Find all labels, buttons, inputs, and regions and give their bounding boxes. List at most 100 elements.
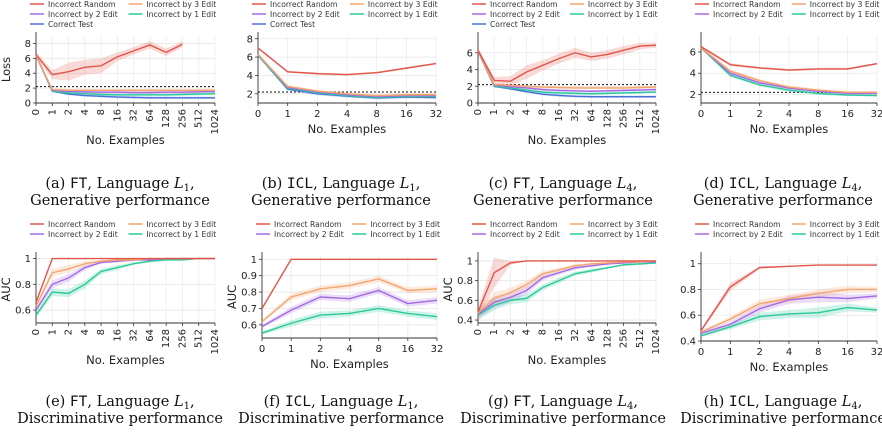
caption-line-2: Discriminative performance [17, 411, 223, 427]
series-line-incorrect-by-2-edit [257, 53, 436, 98]
x-tick-label: 0 [31, 329, 42, 335]
x-tick-label: 16 [401, 344, 414, 355]
legend-label: Incorrect by 3 Edit [368, 0, 438, 9]
panel-b: 2 4 6 8 0 1 2 4 8 16 32 No. Examples Incorrect Rando… [247, 0, 443, 209]
x-tick-label: 8 [373, 109, 379, 120]
x-axis-label: No. Examples [750, 360, 829, 374]
series-line-correct-test [35, 55, 215, 99]
caption-line-2: Discriminative performance [238, 411, 444, 427]
legend-item-incorrect-by-3-edit: Incorrect by 3 Edit [352, 220, 440, 229]
legend-item-incorrect-random: Incorrect Random [472, 0, 558, 9]
x-tick-label: 1 [489, 329, 500, 335]
legend-label: Incorrect by 2 Edit [274, 230, 344, 239]
series-line-incorrect-by-1-edit [35, 257, 215, 316]
band-incorrect-by-1-edit [36, 258, 215, 318]
caption-letter: (g) [488, 394, 509, 410]
y-tick-label: 1 [25, 254, 31, 265]
x-tick-label: 4 [522, 109, 533, 115]
legend-item-incorrect-random: Incorrect Random [256, 220, 342, 229]
x-tick-label: 4 [522, 329, 533, 335]
x-tick-label: 8 [96, 329, 107, 335]
legend-item-incorrect-by-3-edit: Incorrect by 3 Edit [791, 220, 880, 229]
x-tick-label: 128 [602, 329, 613, 348]
legend-label: Incorrect Random [490, 220, 558, 229]
legend-label: Incorrect by 1 Edit [810, 10, 880, 19]
panel-f: 0.6 0.7 0.8 0.9 1 0 1 2 4 8 16 32 No. Examples AUC Inc… [225, 220, 444, 427]
x-tick-label: 8 [375, 344, 381, 355]
x-tick-label: 8 [815, 347, 821, 358]
series-line-incorrect-by-3-edit [700, 47, 877, 94]
legend-item-incorrect-by-3-edit: Incorrect by 3 Edit [349, 0, 438, 9]
x-tick-label: 16 [112, 109, 123, 122]
x-tick-label: 2 [756, 347, 762, 358]
legend-item-incorrect-by-2-edit: Incorrect by 2 Edit [472, 230, 560, 239]
legend-label: Incorrect by 3 Edit [146, 0, 216, 9]
series-line-incorrect-by-1-edit [35, 55, 216, 96]
x-tick-label: 4 [346, 344, 352, 355]
y-axis-label: AUC [0, 277, 13, 301]
caption-comma: , [633, 394, 638, 410]
x-tick-label: 4 [786, 109, 792, 120]
y-tick-label: 0.9 [241, 271, 257, 282]
series-line-incorrect-random [257, 47, 437, 76]
x-axis-label: No. Examples [308, 122, 387, 136]
x-tick-label: 1 [727, 109, 733, 120]
legend-item-incorrect-by-3-edit: Incorrect by 3 Edit [128, 220, 216, 229]
legend-label: Incorrect by 1 Edit [368, 10, 438, 19]
x-tick-label: 1 [727, 347, 733, 358]
caption-language: , Language [311, 394, 398, 410]
caption-language: , Language [530, 176, 617, 192]
series-line-incorrect-by-2-edit [700, 295, 878, 334]
legend-item-incorrect-by-2-edit: Incorrect by 2 Edit [256, 230, 344, 239]
x-tick-label: 256 [177, 109, 188, 128]
y-tick-label: 2 [467, 82, 473, 93]
series-line-incorrect-by-3-edit [700, 288, 877, 333]
caption-language-symbol: L [397, 394, 408, 410]
x-tick-label: 64 [586, 109, 597, 122]
x-tick-label: 16 [554, 109, 565, 122]
x-tick-label: 4 [80, 109, 91, 115]
legend-label: Incorrect by 2 Edit [490, 230, 560, 239]
legend-item-incorrect-by-1-edit: Incorrect by 1 Edit [569, 10, 658, 19]
x-tick-label: 0 [473, 329, 484, 335]
x-tick-label: 1024 [210, 329, 221, 354]
band-incorrect-by-3-edit [701, 285, 877, 334]
x-tick-label: 1 [288, 344, 294, 355]
x-tick-label: 128 [161, 109, 172, 128]
x-axis-label: No. Examples [86, 133, 165, 147]
x-tick-label: 2 [317, 344, 323, 355]
y-tick-label: 1 [467, 256, 473, 267]
caption-comma: , [858, 394, 863, 410]
y-tick-label: 6 [25, 54, 31, 65]
legend-item-incorrect-by-1-edit: Incorrect by 1 Edit [569, 230, 658, 239]
panel-d: 2 4 6 0 1 2 4 8 16 32 No. Examples Incorrect Random… [690, 0, 882, 209]
caption-line-1: (d) ICL, Language L4, [704, 176, 863, 194]
legend-label: Incorrect by 2 Edit [713, 10, 783, 19]
legend-label: Incorrect Random [270, 0, 338, 9]
legend-item-incorrect-by-1-edit: Incorrect by 1 Edit [349, 10, 438, 19]
caption-line-2: Generative performance [30, 193, 210, 209]
series-line-incorrect-random [35, 43, 183, 76]
y-tick-label: 0.8 [680, 285, 696, 296]
legend-label: Incorrect by 1 Edit [146, 10, 216, 19]
series-line-incorrect-by-3-edit [261, 278, 438, 323]
caption-language-subscript: 4 [627, 401, 633, 412]
x-tick-label: 32 [570, 109, 581, 122]
caption-language-subscript: 1 [184, 401, 190, 412]
series-line-incorrect-by-2-edit [700, 47, 877, 95]
caption-line-2: Generative performance [693, 193, 873, 209]
caption-line-1: (a) FT, Language L1, [45, 176, 194, 194]
series-line-incorrect-by-3-edit [35, 55, 215, 92]
y-tick-label: 4 [247, 71, 253, 82]
legend-item-incorrect-by-2-edit: Incorrect by 2 Edit [30, 10, 118, 19]
caption-line-1: (g) FT, Language L4, [488, 394, 638, 412]
caption-language-symbol: L [399, 176, 410, 192]
y-tick-label: 0.4 [457, 316, 473, 327]
y-axis-label: Loss [0, 57, 13, 82]
series-line-incorrect-by-1-edit [700, 306, 878, 337]
caption-method: FT [70, 394, 88, 410]
y-tick-label: 0.6 [457, 296, 473, 307]
caption-language: , Language [531, 394, 618, 410]
caption-language-subscript: 1 [184, 183, 190, 194]
